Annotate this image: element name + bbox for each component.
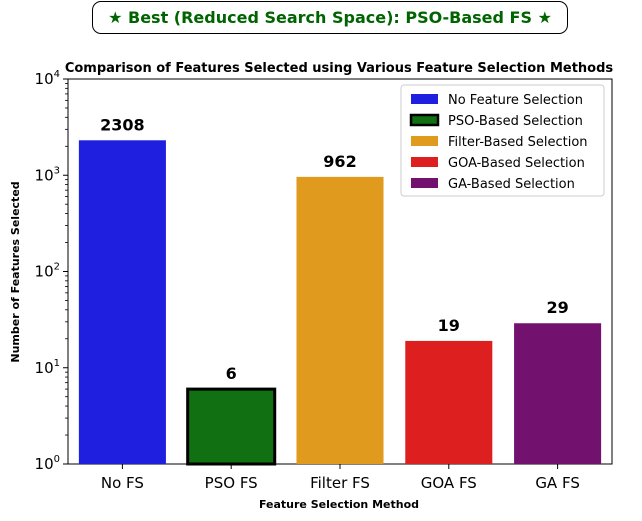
best-method-banner: ★ Best (Reduced Search Space): PSO-Based… bbox=[92, 1, 568, 34]
bar bbox=[78, 140, 166, 464]
legend-swatch bbox=[411, 157, 438, 167]
legend-swatch bbox=[411, 136, 438, 146]
y-tick-label: 102 bbox=[35, 262, 60, 281]
legend-label: PSO-Based Selection bbox=[448, 114, 583, 129]
legend-swatch bbox=[411, 94, 438, 104]
bar bbox=[405, 340, 493, 464]
legend-label: Filter-Based Selection bbox=[448, 135, 588, 150]
bar-value-label: 19 bbox=[438, 316, 460, 335]
bar bbox=[296, 176, 384, 465]
bar bbox=[186, 387, 277, 466]
bar-value-label: 6 bbox=[226, 364, 237, 383]
bar-value-label: 29 bbox=[546, 298, 568, 317]
x-tick-label: Filter FS bbox=[310, 474, 370, 492]
y-axis-label: Number of Features Selected bbox=[9, 181, 22, 362]
y-tick-label: 101 bbox=[35, 358, 60, 377]
legend-swatch bbox=[411, 178, 438, 188]
bar-value-label: 2308 bbox=[100, 115, 145, 134]
x-tick-label: GA FS bbox=[535, 474, 580, 492]
bar bbox=[514, 323, 602, 464]
y-tick-label: 100 bbox=[35, 454, 60, 473]
y-tick-label: 103 bbox=[35, 165, 60, 184]
x-tick-label: PSO FS bbox=[205, 474, 258, 492]
y-tick-label: 104 bbox=[35, 69, 60, 88]
legend-frame bbox=[400, 84, 605, 197]
legend-label: GOA-Based Selection bbox=[448, 156, 585, 171]
legend-swatch bbox=[409, 113, 440, 127]
legend-label: GA-Based Selection bbox=[448, 177, 575, 192]
x-tick-label: No FS bbox=[101, 474, 144, 492]
legend-label: No Feature Selection bbox=[448, 93, 583, 108]
legend: No Feature Selection PSO-Based Selection F… bbox=[400, 84, 605, 197]
x-tick-label: GOA FS bbox=[421, 474, 477, 492]
bar-value-label: 962 bbox=[323, 152, 356, 171]
chart-title: Comparison of Features Selected using Va… bbox=[65, 61, 614, 76]
x-axis-label: Feature Selection Method bbox=[259, 498, 419, 511]
